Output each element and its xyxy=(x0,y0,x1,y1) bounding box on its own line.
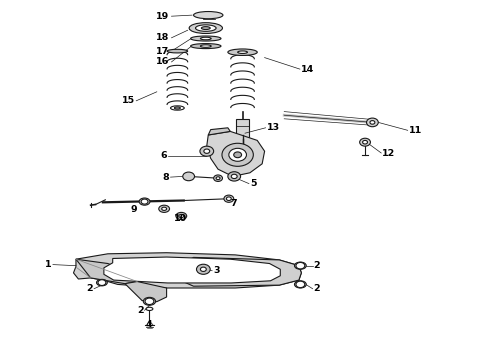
Circle shape xyxy=(228,172,241,181)
Polygon shape xyxy=(181,257,301,286)
Circle shape xyxy=(98,280,106,285)
Circle shape xyxy=(229,148,246,161)
Text: 16: 16 xyxy=(156,58,169,67)
Text: 3: 3 xyxy=(213,266,220,275)
Text: 2: 2 xyxy=(86,284,93,293)
Text: 6: 6 xyxy=(160,151,167,160)
Circle shape xyxy=(296,281,305,288)
Ellipse shape xyxy=(167,49,188,53)
Polygon shape xyxy=(104,257,280,283)
Ellipse shape xyxy=(159,205,170,212)
Ellipse shape xyxy=(196,25,216,31)
Ellipse shape xyxy=(189,23,222,33)
Ellipse shape xyxy=(171,106,184,110)
Text: 14: 14 xyxy=(301,65,315,74)
Polygon shape xyxy=(76,259,137,284)
Circle shape xyxy=(216,177,220,180)
Text: 1: 1 xyxy=(45,260,51,269)
Text: 2: 2 xyxy=(314,284,320,293)
Circle shape xyxy=(234,152,242,158)
Circle shape xyxy=(360,138,370,146)
Ellipse shape xyxy=(238,51,247,54)
Ellipse shape xyxy=(162,207,167,211)
Circle shape xyxy=(183,172,195,181)
Ellipse shape xyxy=(97,279,107,286)
Circle shape xyxy=(141,199,148,204)
Text: 4: 4 xyxy=(145,320,152,329)
Circle shape xyxy=(226,197,231,201)
Text: 19: 19 xyxy=(156,12,169,21)
Ellipse shape xyxy=(146,307,153,310)
Text: 17: 17 xyxy=(156,47,169,56)
Circle shape xyxy=(231,174,237,179)
Circle shape xyxy=(222,143,253,166)
Ellipse shape xyxy=(191,44,221,49)
Ellipse shape xyxy=(143,297,156,305)
Circle shape xyxy=(214,175,222,181)
Ellipse shape xyxy=(139,198,150,205)
Ellipse shape xyxy=(176,212,187,220)
Ellipse shape xyxy=(200,37,211,40)
Ellipse shape xyxy=(174,107,180,109)
Circle shape xyxy=(145,298,154,305)
Circle shape xyxy=(296,262,305,269)
Circle shape xyxy=(370,121,375,124)
Ellipse shape xyxy=(200,45,211,48)
Circle shape xyxy=(200,146,214,156)
Text: 11: 11 xyxy=(409,126,422,135)
Ellipse shape xyxy=(228,49,257,55)
Ellipse shape xyxy=(201,27,210,30)
Ellipse shape xyxy=(191,36,221,41)
Ellipse shape xyxy=(194,12,223,19)
Ellipse shape xyxy=(294,262,306,269)
Text: 15: 15 xyxy=(122,96,135,105)
Polygon shape xyxy=(236,119,249,139)
Text: 5: 5 xyxy=(250,179,256,188)
Circle shape xyxy=(200,267,206,271)
Polygon shape xyxy=(74,253,301,288)
Text: 8: 8 xyxy=(162,173,169,182)
Ellipse shape xyxy=(179,215,184,217)
Text: 2: 2 xyxy=(137,306,144,315)
Text: 9: 9 xyxy=(130,205,137,214)
Text: 2: 2 xyxy=(314,261,320,270)
Circle shape xyxy=(224,195,234,202)
Text: 13: 13 xyxy=(267,123,280,132)
Text: 12: 12 xyxy=(382,149,395,158)
Ellipse shape xyxy=(294,281,306,288)
Circle shape xyxy=(363,140,368,144)
Text: 10: 10 xyxy=(174,214,187,223)
Circle shape xyxy=(196,264,210,274)
Polygon shape xyxy=(125,282,167,302)
Text: 7: 7 xyxy=(230,199,237,208)
Circle shape xyxy=(367,118,378,127)
Polygon shape xyxy=(207,131,265,176)
Circle shape xyxy=(204,149,210,153)
Polygon shape xyxy=(208,128,230,135)
Text: 18: 18 xyxy=(156,33,169,42)
